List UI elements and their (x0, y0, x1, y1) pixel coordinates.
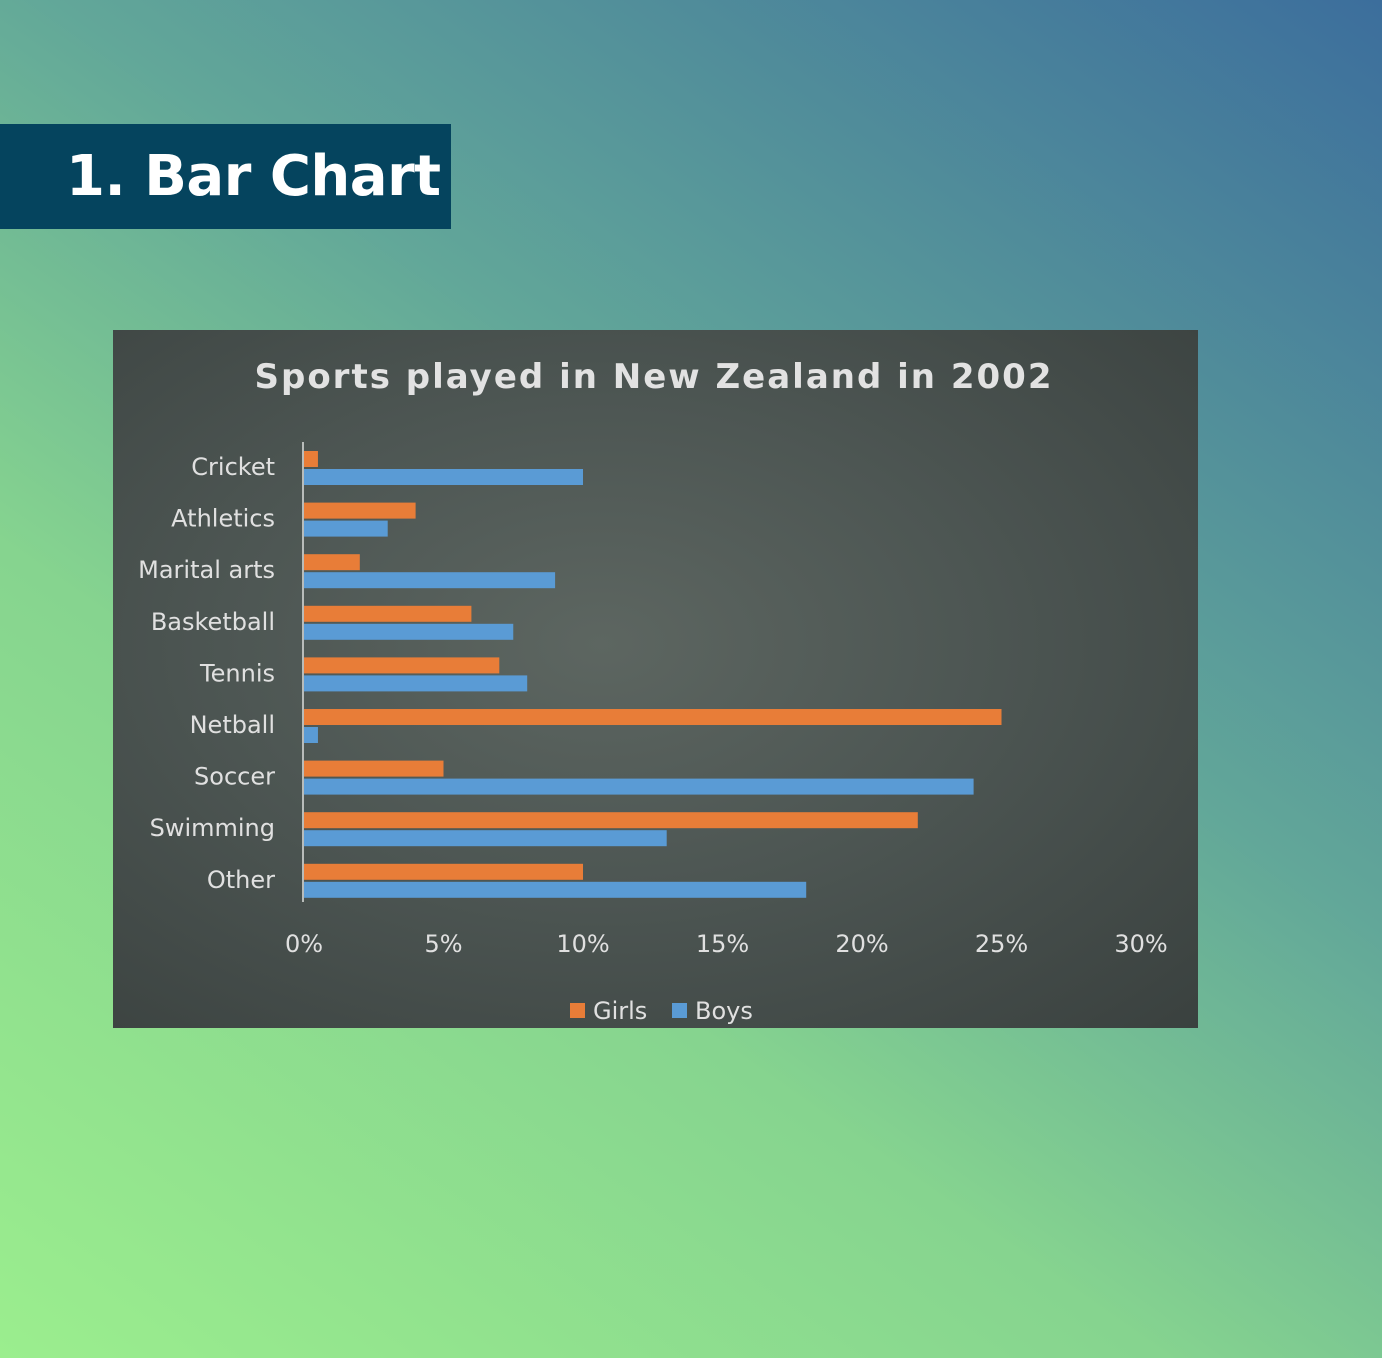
category-label-cricket: Cricket (191, 453, 275, 481)
bars-layer (304, 451, 1002, 898)
bar-other-boys (304, 881, 807, 898)
bar-soccer-boys (304, 778, 974, 795)
bar-basketball-boys (304, 623, 514, 640)
bar-netball-girls (304, 709, 1002, 725)
heading-banner: 1. Bar Chart (0, 124, 451, 229)
category-label-tennis: Tennis (199, 659, 275, 687)
category-label-marital-arts: Marital arts (138, 556, 275, 584)
bar-chart: Sports played in New Zealand in 2002 Cri… (138, 357, 1168, 1025)
category-label-basketball: Basketball (151, 608, 275, 636)
bar-basketball-girls (304, 605, 472, 622)
bar-tennis-boys (304, 675, 528, 692)
x-tick-label: 5% (424, 930, 462, 958)
x-tick-label: 0% (285, 930, 323, 958)
bar-athletics-girls (304, 502, 416, 519)
legend: Girls Boys (570, 997, 753, 1025)
legend-label-boys: Boys (695, 997, 753, 1025)
bar-athletics-boys (304, 520, 388, 537)
bar-tennis-girls (304, 657, 500, 674)
bar-netball-boys (304, 727, 318, 743)
chart-panel: Sports played in New Zealand in 2002 Cri… (113, 330, 1198, 1028)
tick-labels: 0% 5% 10% 15% 20% 25% 30% (285, 930, 1168, 958)
category-label-soccer: Soccer (194, 763, 275, 791)
legend-swatch-boys (672, 1003, 687, 1018)
legend-swatch-girls (570, 1003, 585, 1018)
bar-marital-arts-girls (304, 554, 360, 571)
bar-marital-arts-boys (304, 572, 556, 589)
x-tick-label: 20% (835, 930, 888, 958)
bar-other-girls (304, 863, 583, 880)
x-tick-label: 30% (1114, 930, 1167, 958)
heading-title: 1. Bar Chart (66, 144, 441, 209)
legend-label-girls: Girls (593, 997, 647, 1025)
chart-title: Sports played in New Zealand in 2002 (255, 357, 1054, 397)
category-label-netball: Netball (190, 711, 275, 739)
x-tick-label: 15% (696, 930, 749, 958)
bar-soccer-girls (304, 760, 444, 777)
bar-swimming-girls (304, 812, 918, 829)
x-tick-label: 25% (975, 930, 1028, 958)
bar-cricket-boys (304, 469, 583, 485)
bar-swimming-boys (304, 830, 667, 847)
category-label-other: Other (207, 866, 275, 894)
category-labels: Cricket Athletics Marital arts Basketball Te… (138, 453, 275, 894)
x-tick-label: 10% (556, 930, 609, 958)
category-label-athletics: Athletics (171, 505, 275, 533)
category-label-swimming: Swimming (150, 814, 275, 842)
bar-cricket-girls (304, 451, 318, 467)
